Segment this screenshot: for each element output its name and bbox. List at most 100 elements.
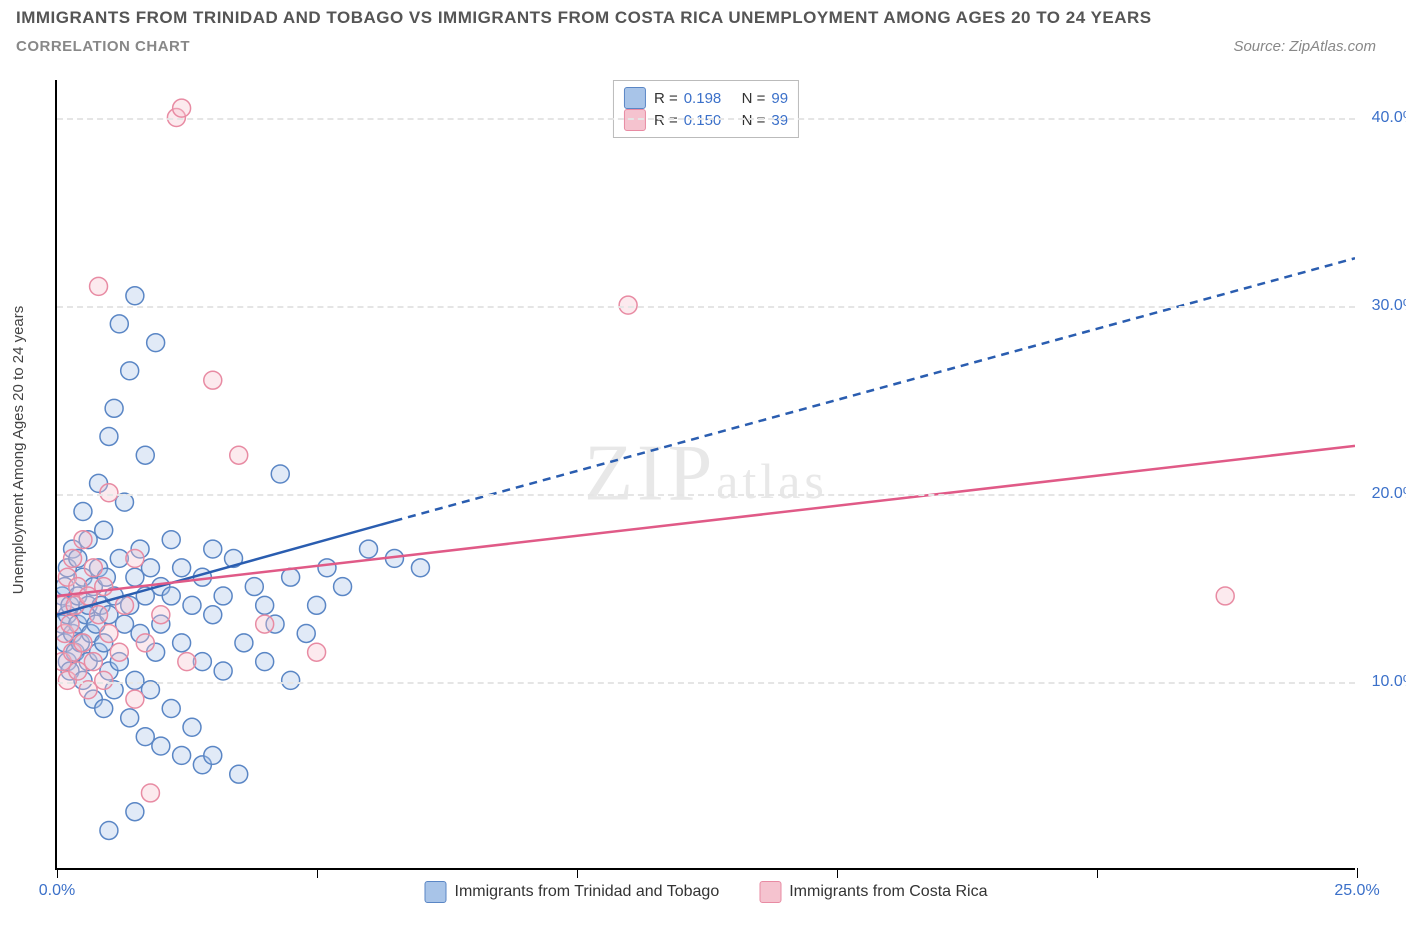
scatter-point xyxy=(126,568,144,586)
scatter-point xyxy=(110,643,128,661)
watermark-big: ZIP xyxy=(584,430,716,518)
scatter-point xyxy=(69,578,87,596)
scatter-point xyxy=(58,606,76,624)
scatter-point xyxy=(147,643,165,661)
scatter-point xyxy=(77,606,95,624)
scatter-point xyxy=(136,728,154,746)
scatter-point xyxy=(173,559,191,577)
scatter-point xyxy=(110,315,128,333)
scatter-point xyxy=(131,540,149,558)
scatter-point xyxy=(126,803,144,821)
scatter-point xyxy=(183,596,201,614)
scatter-point xyxy=(74,568,92,586)
scatter-point xyxy=(173,746,191,764)
xtick xyxy=(1097,868,1098,878)
scatter-point xyxy=(100,662,118,680)
scatter-point xyxy=(74,634,92,652)
scatter-point xyxy=(136,634,154,652)
scatter-point xyxy=(79,531,97,549)
watermark: ZIPatlas xyxy=(584,429,828,520)
scatter-point xyxy=(64,643,82,661)
xtick xyxy=(1357,868,1358,878)
scatter-point xyxy=(82,624,100,642)
scatter-point xyxy=(90,277,108,295)
ytick-label: 10.0% xyxy=(1372,673,1406,691)
series-legend-label: Immigrants from Trinidad and Tobago xyxy=(455,883,720,901)
gridline xyxy=(57,494,1355,496)
trend-line xyxy=(57,521,394,615)
legend-swatch xyxy=(759,881,781,903)
scatter-point xyxy=(90,474,108,492)
scatter-point xyxy=(230,446,248,464)
scatter-point xyxy=(57,615,71,633)
ytick-label: 40.0% xyxy=(1372,109,1406,127)
series-legend-label: Immigrants from Costa Rica xyxy=(789,883,987,901)
scatter-point xyxy=(92,596,110,614)
scatter-point xyxy=(90,559,108,577)
scatter-point xyxy=(121,362,139,380)
scatter-point xyxy=(58,559,76,577)
scatter-point xyxy=(69,615,87,633)
scatter-point xyxy=(121,709,139,727)
scatter-point xyxy=(100,821,118,839)
scatter-point xyxy=(66,643,84,661)
scatter-point xyxy=(308,596,326,614)
scatter-point xyxy=(105,587,123,605)
scatter-point xyxy=(100,427,118,445)
scatter-point xyxy=(57,596,71,614)
scatter-point xyxy=(97,568,115,586)
scatter-point xyxy=(84,578,102,596)
plot-area: ZIPatlas R =0.198 N =99 R =0.150 N =39 I… xyxy=(55,80,1355,870)
ytick-label: 20.0% xyxy=(1372,485,1406,503)
scatter-point xyxy=(57,624,74,642)
scatter-point xyxy=(74,531,92,549)
scatter-point xyxy=(318,559,336,577)
scatter-point xyxy=(64,624,82,642)
scatter-point xyxy=(116,596,134,614)
scatter-point xyxy=(61,662,79,680)
scatter-point xyxy=(95,578,113,596)
scatter-point xyxy=(147,334,165,352)
scatter-point xyxy=(105,399,123,417)
scatter-point xyxy=(162,587,180,605)
scatter-point xyxy=(126,671,144,689)
gridline xyxy=(57,118,1355,120)
scatter-point xyxy=(95,634,113,652)
scatter-point xyxy=(204,540,222,558)
stats-legend-row: R =0.150 N =39 xyxy=(624,109,788,131)
scatter-point xyxy=(110,653,128,671)
scatter-point xyxy=(193,756,211,774)
scatter-point xyxy=(131,624,149,642)
scatter-point xyxy=(271,465,289,483)
source-attribution: Source: ZipAtlas.com xyxy=(1233,38,1376,55)
scatter-point xyxy=(183,718,201,736)
chart-title: IMMIGRANTS FROM TRINIDAD AND TOBAGO VS I… xyxy=(16,8,1152,28)
scatter-point xyxy=(64,540,82,558)
scatter-point xyxy=(204,371,222,389)
scatter-point xyxy=(84,690,102,708)
scatter-point xyxy=(90,643,108,661)
scatter-point xyxy=(193,653,211,671)
chart-svg xyxy=(57,80,1355,868)
scatter-point xyxy=(411,559,429,577)
scatter-point xyxy=(152,606,170,624)
scatter-point xyxy=(58,568,76,586)
scatter-point xyxy=(126,287,144,305)
series-legend-item: Immigrants from Costa Rica xyxy=(759,881,987,903)
scatter-point xyxy=(162,700,180,718)
scatter-point xyxy=(61,615,79,633)
trend-line-dashed xyxy=(394,258,1355,521)
scatter-point xyxy=(126,549,144,567)
scatter-point xyxy=(95,671,113,689)
scatter-point xyxy=(162,531,180,549)
scatter-point xyxy=(74,671,92,689)
scatter-point xyxy=(385,549,403,567)
series-legend: Immigrants from Trinidad and Tobago Immi… xyxy=(425,881,988,903)
stats-legend: R =0.198 N =99 R =0.150 N =39 xyxy=(613,80,799,138)
scatter-point xyxy=(110,549,128,567)
scatter-point xyxy=(121,596,139,614)
scatter-point xyxy=(214,662,232,680)
scatter-point xyxy=(256,615,274,633)
legend-swatch xyxy=(624,109,646,131)
scatter-point xyxy=(57,578,74,596)
